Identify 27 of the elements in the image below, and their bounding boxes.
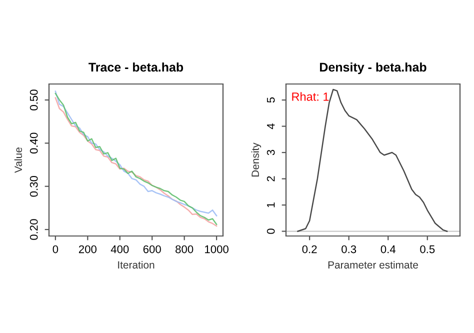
x-axis-title: Parameter estimate (328, 260, 418, 269)
annotation: Rhat: 1 (292, 92, 329, 101)
chart-title: Density - beta.hab (320, 62, 426, 74)
x-tick-label: 0.3 (342, 245, 356, 254)
x-tick-label: 1000 (205, 245, 228, 254)
chart-title: Trace - beta.hab (88, 62, 184, 72)
y-tick-label: 3 (266, 150, 275, 156)
x-tick-label: 0 (52, 245, 58, 254)
y-axis-title: Value (14, 148, 22, 173)
y-tick-label: 0 (266, 228, 275, 234)
x-tick-label: 0.4 (380, 245, 396, 254)
y-tick-label: 0.30 (30, 176, 38, 197)
x-tick-label: 200 (78, 245, 96, 254)
x-tick-label: 400 (110, 245, 129, 254)
x-axis-title: Iteration (118, 260, 154, 269)
y-tick-label: 0.40 (30, 132, 38, 154)
y-tick-label: 5 (267, 97, 275, 103)
y-tick-label: 1 (267, 202, 275, 208)
x-tick-label: 600 (143, 245, 161, 254)
y-tick-label: 4 (267, 124, 275, 130)
x-tick-label: 0.5 (420, 245, 435, 254)
y-tick-label: 2 (266, 176, 275, 182)
x-tick-label: 800 (176, 245, 194, 254)
y-tick-label: 0.50 (30, 90, 38, 110)
y-axis-title: Density (251, 142, 262, 177)
x-tick-label: 0.2 (302, 245, 317, 254)
y-tick-label: 0.20 (30, 219, 38, 240)
